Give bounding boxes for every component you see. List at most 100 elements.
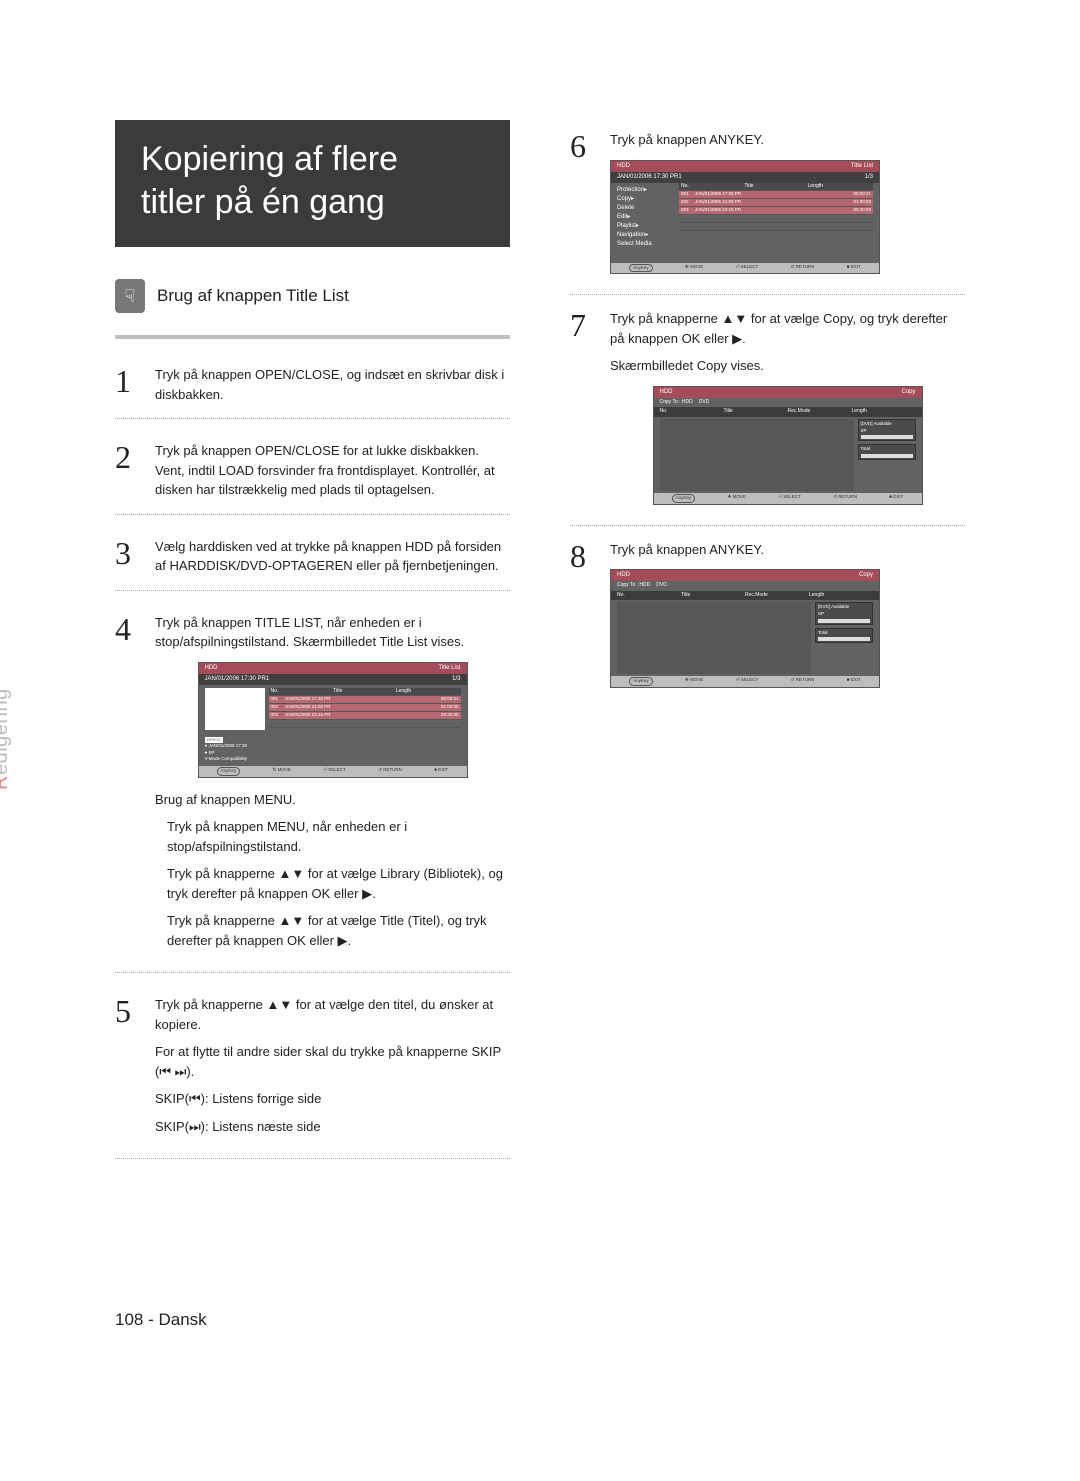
subheading: ☟ Brug af knappen Title List	[115, 279, 510, 313]
step-number: 8	[570, 540, 600, 694]
list-item	[269, 727, 461, 735]
step-4: 4 Tryk på knappen TITLE LIST, når enhede…	[115, 599, 510, 965]
col-no: No.	[271, 688, 334, 696]
codec-badge: MPEG2	[205, 737, 223, 743]
step-text: SKIP(⏭): Listens næste side	[155, 1117, 510, 1137]
step-number: 5	[115, 995, 145, 1144]
copy-to-label: Copy To : HDD	[660, 399, 693, 407]
subheading-label: Brug af knappen Title List	[157, 286, 349, 306]
step-text: Tryk på knappen ANYKEY.	[610, 130, 880, 150]
meta-info: MPEG2 ● JAN/01/2006 17:30 ● SP V-Mode Co…	[199, 735, 467, 766]
hand-press-icon: ☟	[115, 279, 145, 313]
dvd-label: DVD	[699, 399, 710, 407]
screen-title: Copy	[901, 388, 915, 397]
step-text: Vælg harddisken ved at trykke på knappen…	[155, 537, 510, 576]
list-item[interactable]: 002 JAN/01/2006 21:00 PR 01:00:00	[269, 703, 461, 711]
step-6: 6 Tryk på knappen ANYKEY. HDD Title List…	[570, 124, 965, 286]
list-item[interactable]: 001 JAN/01/2006 17:30 PR 00:00:21	[679, 190, 873, 198]
list-item[interactable]: 003 JAN/01/2006 23:15 PR 00:30:00	[269, 711, 461, 719]
page-footer: 108 - Dansk	[115, 1310, 207, 1330]
hdd-label: HDD	[617, 162, 630, 171]
menu-text: Tryk på knapperne ▲▼ for at vælge Title …	[155, 911, 510, 950]
page-title: Kopiering af flere titler på én gang	[115, 120, 510, 247]
anykey-button[interactable]: AnyKey	[629, 677, 653, 686]
titlelist-screen-menu: HDD Title List JAN/01/2006 17:30 PR1 1/3…	[610, 160, 880, 275]
menu-item[interactable]: Copy▸	[617, 195, 652, 204]
list-item[interactable]: 002 JAN/01/2006 21:00 PR 01:00:00	[679, 198, 873, 206]
copy-side-panel: [DVD] Available SP Total	[858, 419, 916, 491]
step-text: Tryk på knappen OPEN/CLOSE, og indsæt en…	[155, 365, 510, 404]
menu-item[interactable]: Protection▸	[617, 186, 652, 195]
titlelist-screen: HDD Title List JAN/01/2006 17:30 PR1 1/3	[198, 662, 468, 778]
hdd-label: HDD	[660, 388, 673, 397]
step-text: Tryk på knappen ANYKEY.	[610, 540, 880, 560]
title-line2: titler på én gang	[141, 181, 484, 224]
step-separator	[115, 514, 510, 515]
screen-title: Title List	[851, 162, 873, 171]
step-number: 4	[115, 613, 145, 959]
anykey-button[interactable]: AnyKey	[672, 494, 696, 503]
copy-table	[617, 602, 811, 674]
menu-item[interactable]: Edit▸	[617, 213, 652, 222]
col-title: Title	[333, 688, 396, 696]
available-label: [DVD] Available	[861, 421, 913, 428]
screen-footer: AnyKey ✥ MOVE ⏎ SELECT ↺ RETURN ■ EXIT	[611, 263, 879, 274]
gauge	[861, 435, 913, 439]
title-line1: Kopiering af flere	[141, 138, 484, 181]
menu-item[interactable]: Select Media	[617, 240, 652, 249]
step-number: 1	[115, 365, 145, 404]
copy-table	[660, 419, 854, 491]
menu-text: Tryk på knappen MENU, når enheden er i s…	[155, 817, 510, 856]
step-text: Tryk på knappen OPEN/CLOSE for at lukke …	[155, 441, 510, 500]
step-3: 3 Vælg harddisken ved at trykke på knapp…	[115, 523, 510, 582]
copy-screen: HDD Copy Copy To : HDD DVD No. Title Rec…	[610, 569, 880, 688]
step-number: 6	[570, 130, 600, 280]
anykey-button[interactable]: AnyKey	[629, 264, 653, 273]
screen-title: Title List	[438, 664, 460, 673]
page-indicator: 1/3	[865, 173, 873, 182]
sp-label: SP	[861, 428, 913, 435]
screen-footer: AnyKey ⇅ MOVE ⏎ SELECT ↺ RETURN ■ EXIT	[199, 766, 467, 777]
step-text: Tryk på knapperne ▲▼ for at vælge Copy, …	[610, 309, 965, 348]
list-item	[269, 719, 461, 727]
step-text: Tryk på knapperne ▲▼ for at vælge den ti…	[155, 995, 510, 1034]
page-indicator: 1/3	[452, 675, 460, 684]
step-separator	[570, 525, 965, 526]
step-8: 8 Tryk på knappen ANYKEY. HDD Copy Copy …	[570, 534, 965, 700]
step-text: Skærmbilledet Copy vises.	[610, 356, 965, 376]
step-text: SKIP(⏮): Listens forrige side	[155, 1089, 510, 1109]
step-5: 5 Tryk på knapperne ▲▼ for at vælge den …	[115, 981, 510, 1150]
hdd-label: HDD	[205, 664, 218, 673]
title-list: No. Title Length 001 JAN/01/2006 17:30 P…	[269, 688, 461, 736]
menu-text: Tryk på knapperne ▲▼ for at vælge Librar…	[155, 864, 510, 903]
list-item[interactable]: 001 JAN/01/2006 17:30 PR 00:00:21	[269, 695, 461, 703]
step-separator	[115, 418, 510, 419]
menu-item[interactable]: Playlist▸	[617, 222, 652, 231]
date-label: JAN/01/2006 17:30 PR1	[617, 173, 865, 182]
step-separator	[115, 972, 510, 973]
screen-footer: AnyKey ✥ MOVE ⏎ SELECT ↺ RETURN ■ EXIT	[654, 493, 922, 504]
step-7: 7 Tryk på knapperne ▲▼ for at vælge Copy…	[570, 303, 965, 516]
gauge	[861, 454, 913, 458]
menu-item[interactable]: Delete	[617, 204, 652, 213]
list-item[interactable]: 003 JAN/01/2006 23:15 PR 00:30:00	[679, 206, 873, 214]
date-label: JAN/01/2006 17:30 PR1	[205, 675, 453, 684]
step-separator	[115, 1158, 510, 1159]
section-side-label: Redigering	[0, 688, 13, 790]
context-menu[interactable]: Protection▸ Copy▸ Delete Edit▸ Playlist▸…	[617, 186, 652, 263]
step-1: 1 Tryk på knappen OPEN/CLOSE, og indsæt …	[115, 351, 510, 410]
copy-screen: HDD Copy Copy To : HDD DVD No. Title Rec…	[653, 386, 923, 505]
step-number: 7	[570, 309, 600, 510]
step-2: 2 Tryk på knappen OPEN/CLOSE for at lukk…	[115, 427, 510, 506]
step-separator	[570, 294, 965, 295]
step-number: 3	[115, 537, 145, 576]
step-text: Tryk på knappen TITLE LIST, når enheden …	[155, 613, 510, 652]
thumbnail	[205, 688, 265, 730]
step-number: 2	[115, 441, 145, 500]
step-text: For at flytte til andre sider skal du tr…	[155, 1042, 510, 1081]
menu-item[interactable]: Navigation▸	[617, 231, 652, 240]
anykey-button[interactable]: AnyKey	[217, 767, 241, 776]
menu-heading: Brug af knappen MENU.	[155, 790, 510, 810]
step-separator	[115, 590, 510, 591]
divider	[115, 335, 510, 339]
